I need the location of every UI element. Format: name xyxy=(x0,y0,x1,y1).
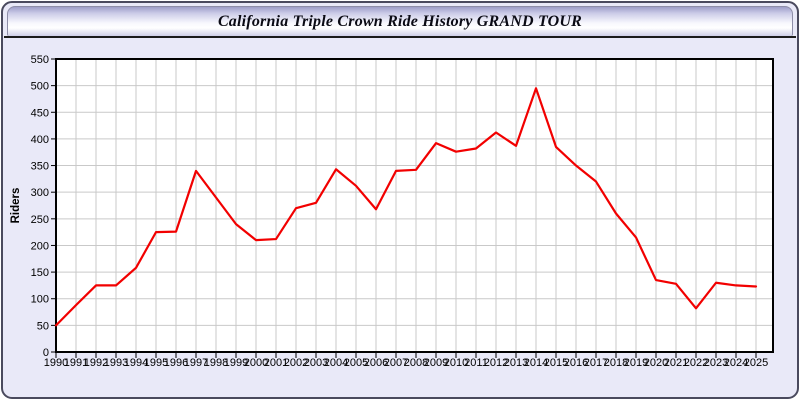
x-tick-label: 2011 xyxy=(464,357,488,369)
x-tick-label: 2005 xyxy=(344,357,368,369)
y-tick-label: 50 xyxy=(37,320,49,332)
y-tick-label: 350 xyxy=(31,161,49,173)
x-tick-label: 2001 xyxy=(264,357,288,369)
y-tick-label: 150 xyxy=(31,267,49,279)
x-tick-label: 1995 xyxy=(144,357,168,369)
y-tick-label: 300 xyxy=(31,187,49,199)
y-tick-label: 250 xyxy=(31,214,49,226)
x-tick-label: 2024 xyxy=(724,357,748,369)
x-tick-label: 1992 xyxy=(84,357,108,369)
y-tick-label: 100 xyxy=(31,294,49,306)
x-tick-label: 2010 xyxy=(444,357,468,369)
x-tick-label: 2002 xyxy=(284,357,308,369)
x-tick-label: 2025 xyxy=(744,357,768,369)
x-tick-label: 1990 xyxy=(44,357,68,369)
x-tick-label: 2019 xyxy=(624,357,648,369)
page-title: California Triple Crown Ride History GRA… xyxy=(217,12,583,30)
x-tick-label: 2006 xyxy=(364,357,388,369)
titlebar-separator xyxy=(4,36,796,38)
x-tick-label: 2018 xyxy=(604,357,628,369)
x-tick-label: 1998 xyxy=(204,357,228,369)
x-tick-label: 1994 xyxy=(124,357,148,369)
plot-frame xyxy=(55,58,774,353)
x-tick-label: 1993 xyxy=(104,357,128,369)
titlebar: California Triple Crown Ride History GRA… xyxy=(7,6,793,36)
y-tick-label: 550 xyxy=(31,54,49,66)
x-tick-label: 2008 xyxy=(404,357,428,369)
x-tick-label: 2022 xyxy=(684,357,708,369)
x-tick-label: 1997 xyxy=(184,357,208,369)
y-tick-label: 200 xyxy=(31,240,49,252)
x-tick-label: 2000 xyxy=(244,357,268,369)
y-tick-label: 400 xyxy=(31,134,49,146)
x-tick-label: 2009 xyxy=(424,357,448,369)
x-tick-label: 2016 xyxy=(564,357,588,369)
x-tick-label: 1991 xyxy=(64,357,88,369)
y-tick-label: 450 xyxy=(31,107,49,119)
x-tick-label: 2004 xyxy=(324,357,348,369)
x-tick-label: 2020 xyxy=(644,357,668,369)
x-tick-label: 2014 xyxy=(524,357,548,369)
x-tick-label: 1999 xyxy=(224,357,248,369)
y-tick-label: 500 xyxy=(31,81,49,93)
ride-history-line xyxy=(54,87,758,327)
x-tick-label: 2023 xyxy=(704,357,728,369)
x-tick-label: 1996 xyxy=(164,357,188,369)
x-tick-label: 2021 xyxy=(664,357,688,369)
x-tick-label: 2017 xyxy=(584,357,608,369)
x-tick-label: 2012 xyxy=(484,357,508,369)
x-tick-label: 2007 xyxy=(384,357,408,369)
x-tick-label: 2003 xyxy=(304,357,328,369)
x-tick-label: 2015 xyxy=(544,357,568,369)
plot-area xyxy=(56,59,773,352)
x-tick-label: 2013 xyxy=(504,357,528,369)
y-tick-label: 0 xyxy=(43,347,49,359)
y-axis-title: Riders xyxy=(10,188,22,224)
